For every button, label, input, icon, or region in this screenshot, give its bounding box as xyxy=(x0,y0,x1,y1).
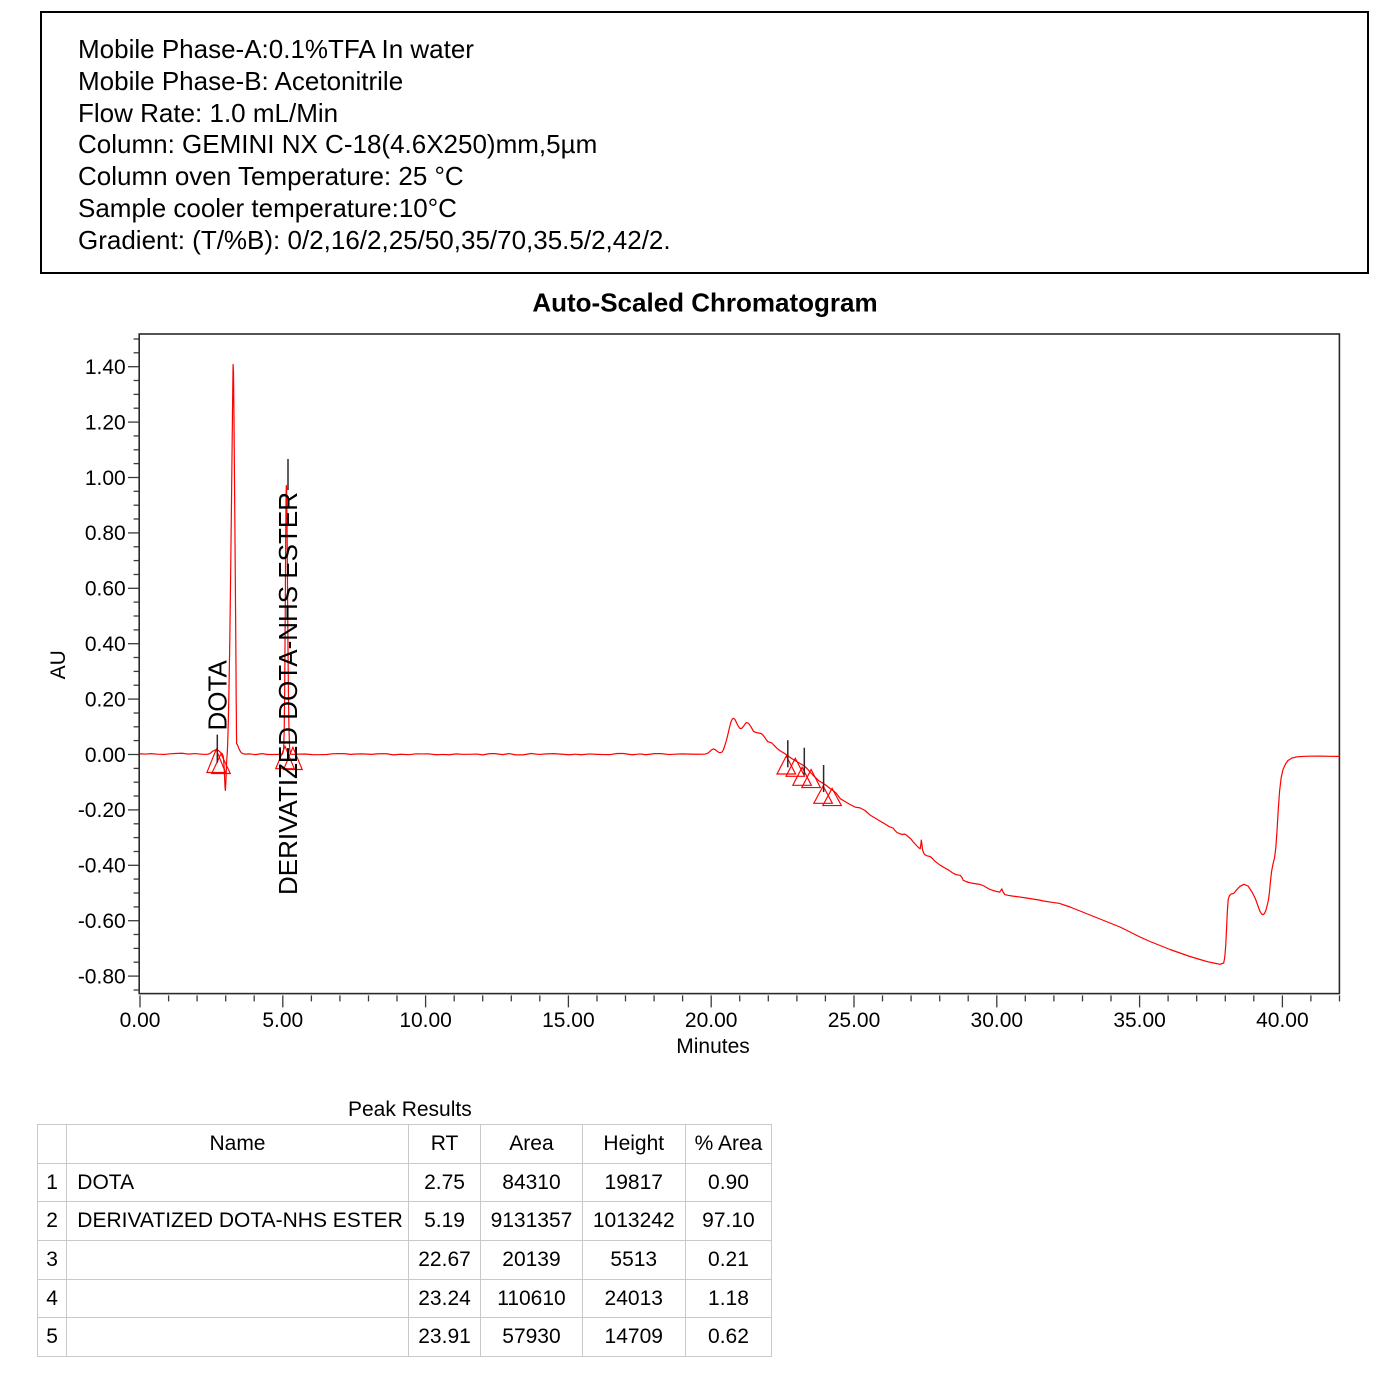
svg-text:25.00: 25.00 xyxy=(828,1009,881,1032)
svg-text:5.00: 5.00 xyxy=(262,1009,303,1032)
svg-text:0.60: 0.60 xyxy=(85,578,126,601)
svg-text:Minutes: Minutes xyxy=(676,1035,750,1058)
svg-text:-0.40: -0.40 xyxy=(78,855,126,878)
svg-text:30.00: 30.00 xyxy=(971,1009,1024,1032)
svg-text:-0.60: -0.60 xyxy=(78,910,126,933)
svg-text:20.00: 20.00 xyxy=(685,1009,738,1032)
svg-text:1.20: 1.20 xyxy=(85,411,126,434)
svg-text:0.00: 0.00 xyxy=(85,744,126,767)
svg-text:0.00: 0.00 xyxy=(120,1009,161,1032)
svg-text:-0.20: -0.20 xyxy=(78,799,126,822)
svg-text:40.00: 40.00 xyxy=(1256,1009,1309,1032)
svg-text:10.00: 10.00 xyxy=(399,1009,452,1032)
svg-text:Auto-Scaled Chromatogram: Auto-Scaled Chromatogram xyxy=(532,288,877,318)
svg-text:35.00: 35.00 xyxy=(1113,1009,1166,1032)
svg-text:DOTA: DOTA xyxy=(202,660,232,731)
svg-text:0.80: 0.80 xyxy=(85,522,126,545)
svg-text:1.40: 1.40 xyxy=(85,356,126,379)
svg-text:0.20: 0.20 xyxy=(85,688,126,711)
svg-text:1.00: 1.00 xyxy=(85,467,126,490)
svg-text:DERIVATIZED DOTA-NHS ESTER: DERIVATIZED DOTA-NHS ESTER xyxy=(273,492,303,895)
svg-text:AU: AU xyxy=(47,650,70,679)
svg-text:-0.80: -0.80 xyxy=(78,965,126,988)
svg-text:0.40: 0.40 xyxy=(85,633,126,656)
svg-text:15.00: 15.00 xyxy=(542,1009,595,1032)
